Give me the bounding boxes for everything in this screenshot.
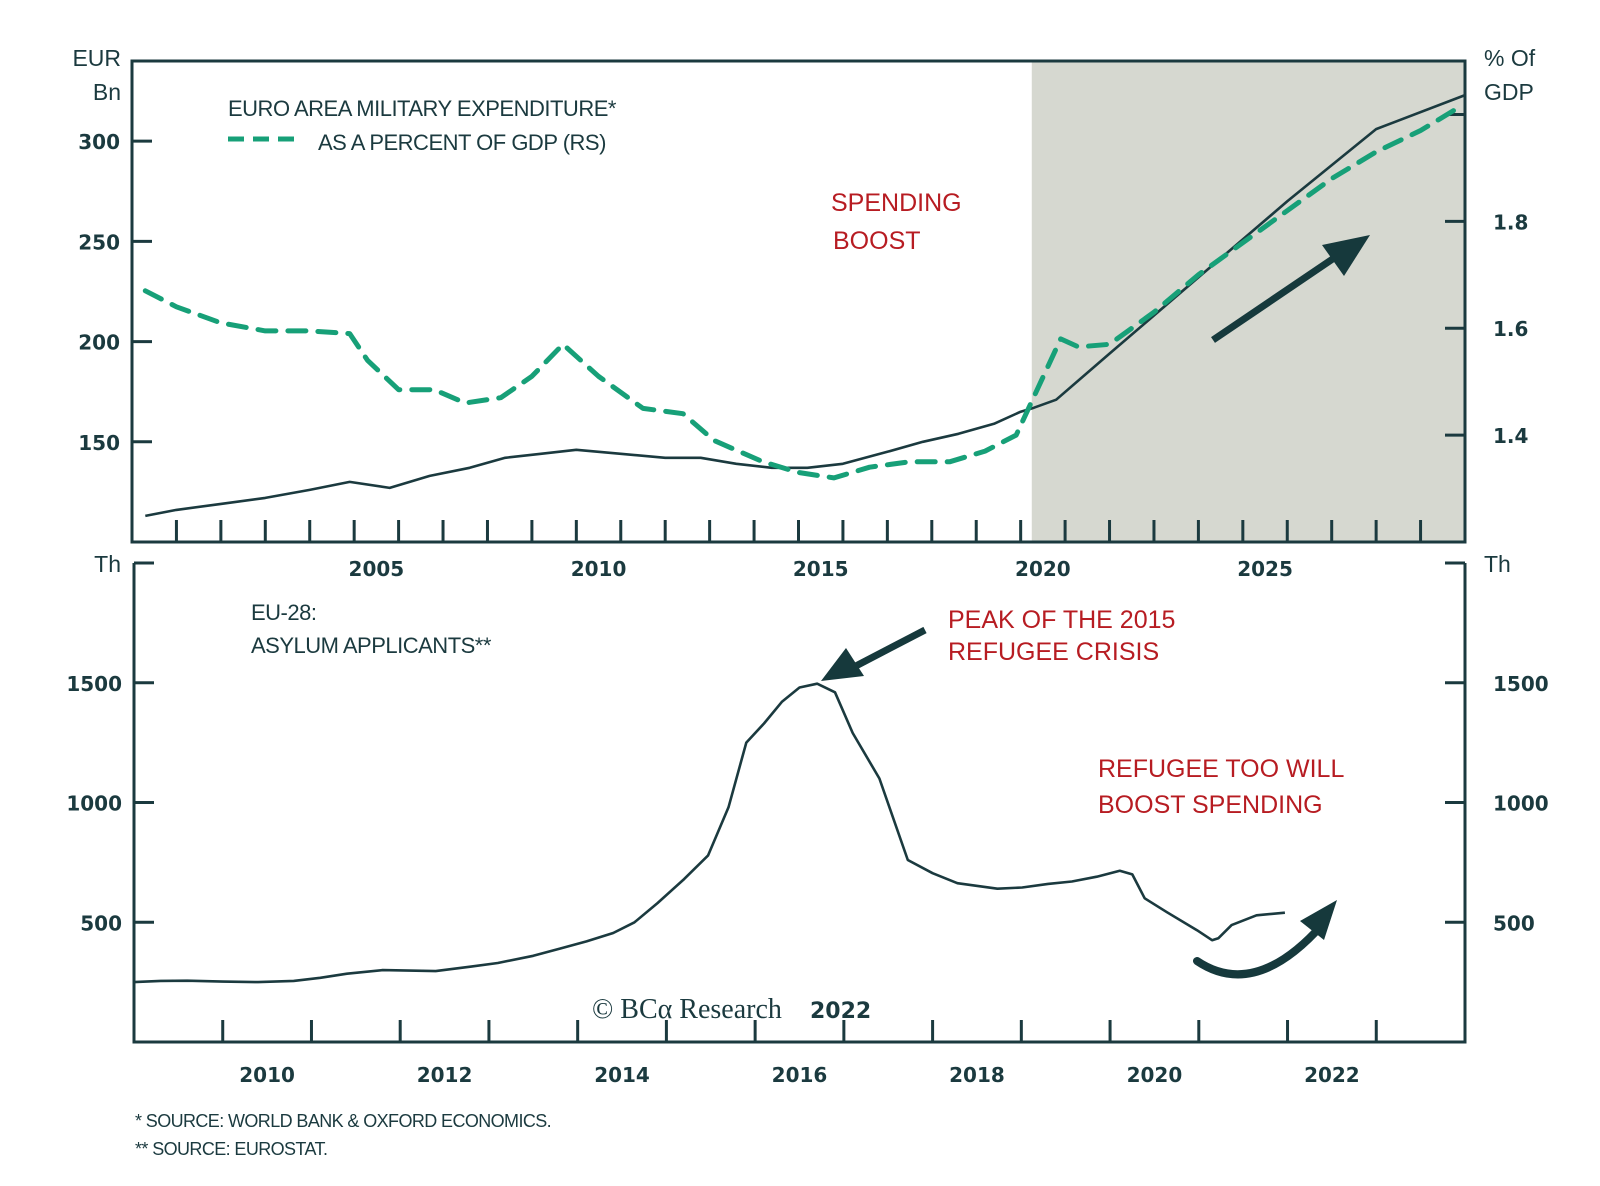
bottom-left-y-tick-label: 1500 bbox=[66, 672, 122, 696]
copyright: © BCα Research 2022 bbox=[592, 994, 871, 1025]
top-left-y-tick-label: 200 bbox=[78, 331, 120, 355]
top-x-tick-labels: 2005 2010 2015 2020 2025 bbox=[349, 557, 1293, 581]
left-axis-unit-line2: Bn bbox=[93, 79, 121, 105]
top-left-y-tick-label: 300 bbox=[78, 130, 120, 154]
bottom-x-tick-labels: 2010 2012 2014 2016 2018 2020 2022 bbox=[239, 1063, 1359, 1087]
annotation-refugee-line2: BOOST SPENDING bbox=[1098, 791, 1323, 819]
right-axis-unit-line1: % Of bbox=[1484, 45, 1536, 71]
annotation-peak-line2: REFUGEE CRISIS bbox=[948, 638, 1159, 666]
bottom-panel: 2010 2012 2014 2016 2018 2020 2022 500 1000 1500… bbox=[66, 551, 1548, 1087]
bottom-left-axis-unit: Th bbox=[94, 551, 121, 577]
top-left-y-tick-label: 150 bbox=[78, 431, 120, 455]
footnote-2: ** SOURCE: EUROSTAT. bbox=[135, 1139, 327, 1159]
legend-solid-label: EURO AREA MILITARY EXPENDITURE* bbox=[228, 96, 617, 121]
annotation-refugee-line1: REFUGEE TOO WILL bbox=[1098, 755, 1344, 783]
copyright-year: 2022 bbox=[810, 999, 871, 1024]
curved-up-arrow-icon bbox=[1193, 900, 1337, 979]
asylum-title-part2: ASYLUM APPLICANTS** bbox=[251, 633, 492, 658]
top-plot-frame bbox=[130, 59, 1467, 544]
top-x-tick-label: 2005 bbox=[349, 557, 405, 581]
top-right-y-tick-label: 1.6 bbox=[1493, 317, 1528, 341]
left-axis-unit-line1: EUR bbox=[72, 45, 121, 71]
bottom-left-axis-ticks: 500 1000 1500 bbox=[66, 561, 154, 935]
bottom-right-y-tick-label: 1500 bbox=[1493, 672, 1549, 696]
bottom-left-y-tick-label: 1000 bbox=[66, 792, 122, 816]
right-axis-unit-line2: GDP bbox=[1484, 79, 1534, 105]
bottom-right-axis-unit: Th bbox=[1484, 551, 1511, 577]
top-right-axis-ticks: 1.4 1.6 1.8 bbox=[1445, 112, 1528, 448]
top-right-y-tick-label: 1.4 bbox=[1493, 424, 1528, 448]
asylum-title-line1: EU-28: bbox=[251, 600, 316, 625]
annotation-spending-boost-line1: SPENDING bbox=[831, 189, 962, 217]
bottom-x-tick-label: 2018 bbox=[949, 1063, 1005, 1087]
bottom-x-tick-label: 2016 bbox=[772, 1063, 828, 1087]
asylum-title-part1: EU-28: bbox=[251, 600, 316, 625]
bottom-x-tick-label: 2012 bbox=[417, 1063, 473, 1087]
bottom-x-tick-label: 2022 bbox=[1304, 1063, 1360, 1087]
copyright-text: © BCα Research bbox=[592, 994, 782, 1025]
top-x-tick-label: 2020 bbox=[1015, 557, 1071, 581]
spending-boost-arrow-icon bbox=[1211, 235, 1370, 343]
series-military-expenditure-line bbox=[145, 93, 1466, 518]
top-left-y-tick-label: 250 bbox=[78, 230, 120, 254]
annotation-peak-line1: PEAK OF THE 2015 bbox=[948, 606, 1175, 634]
bottom-right-axis-ticks: 500 1000 1500 bbox=[1445, 561, 1549, 935]
bottom-right-y-tick-label: 500 bbox=[1493, 911, 1535, 935]
bottom-series bbox=[133, 682, 1286, 984]
copyright-brand: BCα Research bbox=[620, 994, 782, 1025]
peak-arrow-icon bbox=[821, 626, 927, 681]
forecast-shade bbox=[1031, 61, 1465, 542]
legend-dashed-label: AS A PERCENT OF GDP (RS) bbox=[318, 130, 606, 155]
footnote-1: * SOURCE: WORLD BANK & OXFORD ECONOMICS. bbox=[135, 1111, 551, 1131]
top-x-tick-label: 2015 bbox=[793, 557, 849, 581]
bottom-right-y-tick-label: 1000 bbox=[1493, 792, 1549, 816]
top-right-y-tick-label: 1.8 bbox=[1493, 210, 1528, 234]
asylum-title-line2: ASYLUM APPLICANTS** bbox=[251, 633, 492, 658]
copyright-symbol: © bbox=[592, 994, 613, 1025]
top-panel: 2005 2010 2015 2020 2025 150 200 250 300 1.4 1.6… bbox=[72, 45, 1535, 581]
top-x-tick-label: 2025 bbox=[1237, 557, 1293, 581]
series-military-pct-gdp-line bbox=[142, 106, 1459, 481]
bottom-left-y-tick-label: 500 bbox=[80, 911, 122, 935]
top-series bbox=[142, 93, 1466, 518]
annotation-spending-boost-line2: BOOST bbox=[833, 227, 921, 255]
series-asylum-applicants-line bbox=[133, 682, 1286, 984]
bottom-x-tick-label: 2014 bbox=[594, 1063, 650, 1087]
top-x-ticks bbox=[174, 520, 1423, 542]
top-x-tick-label: 2010 bbox=[571, 557, 627, 581]
bottom-plot-frame bbox=[132, 563, 1467, 1044]
bottom-x-ticks bbox=[221, 1020, 1378, 1042]
bottom-x-tick-label: 2020 bbox=[1127, 1063, 1183, 1087]
top-left-axis-ticks: 150 200 250 300 bbox=[78, 130, 152, 455]
bottom-x-tick-label: 2010 bbox=[239, 1063, 295, 1087]
